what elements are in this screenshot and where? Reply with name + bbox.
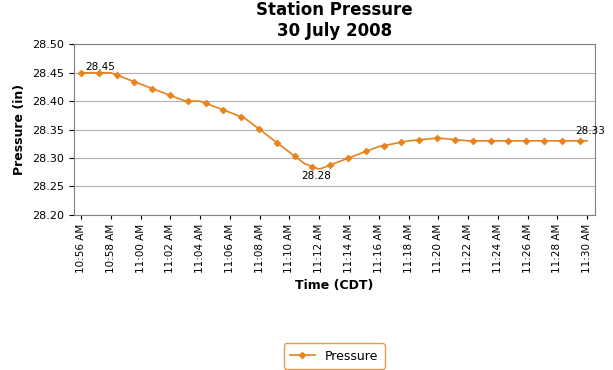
Text: 28.28: 28.28 xyxy=(302,171,331,181)
Y-axis label: Pressure (in): Pressure (in) xyxy=(13,84,26,175)
Pressure xyxy=(77,71,85,75)
Line: Pressure: Pressure xyxy=(78,70,590,171)
X-axis label: Time (CDT): Time (CDT) xyxy=(295,279,373,292)
Pressure xyxy=(108,71,115,75)
Title: Station Pressure
30 July 2008: Station Pressure 30 July 2008 xyxy=(256,1,413,40)
Text: 28.45: 28.45 xyxy=(85,62,115,72)
Pressure xyxy=(584,139,591,143)
Pressure xyxy=(172,95,179,100)
Pressure xyxy=(561,139,568,143)
Pressure xyxy=(97,71,105,75)
Text: 28.33: 28.33 xyxy=(575,126,605,136)
Pressure xyxy=(212,105,219,110)
Pressure xyxy=(316,166,324,171)
Legend: Pressure: Pressure xyxy=(284,343,384,369)
Pressure xyxy=(543,139,550,143)
